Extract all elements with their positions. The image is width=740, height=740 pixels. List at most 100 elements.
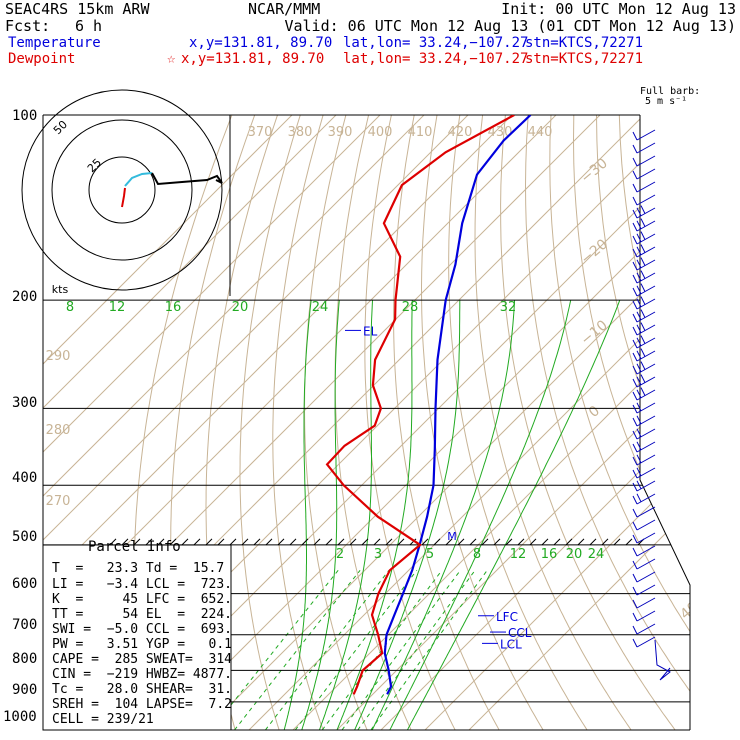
wind-barb bbox=[636, 155, 656, 167]
dewpoint-profile bbox=[325, 115, 515, 695]
wind-barb-flag bbox=[640, 335, 646, 344]
mixing-ratio-label: 20 bbox=[566, 547, 583, 562]
hatch-mark bbox=[601, 538, 609, 546]
wind-barb-flag bbox=[636, 298, 642, 308]
wind-barb bbox=[636, 129, 656, 141]
hatch-mark bbox=[109, 538, 117, 546]
wind-barb-flag bbox=[632, 573, 638, 583]
parcel-info-title: Parcel Info bbox=[88, 539, 181, 555]
wind-barb-flag bbox=[632, 456, 638, 466]
wind-barb-flag bbox=[636, 467, 642, 477]
wind-barb-flag bbox=[632, 248, 638, 258]
temperature-legend-label: Temperature bbox=[8, 35, 101, 51]
hatch-mark bbox=[157, 538, 165, 546]
wind-barb-flag bbox=[632, 326, 638, 336]
hatch-mark bbox=[277, 538, 285, 546]
theta-label: 410 bbox=[408, 125, 433, 140]
wind-barb bbox=[636, 389, 656, 401]
wind-barb-flag bbox=[640, 283, 646, 292]
hodograph-units-label: kts bbox=[52, 283, 69, 296]
barb-legend-units: 5 m s⁻¹ bbox=[645, 96, 688, 107]
parcel-info-row: CELL = 239/21 bbox=[52, 712, 154, 727]
wind-barb-flag bbox=[636, 402, 642, 412]
wind-barb-flag bbox=[632, 261, 638, 271]
parcel-info-row: SREH = 104 LAPSE= 7.2 bbox=[52, 697, 233, 712]
mixing-ratio-line bbox=[341, 569, 461, 730]
wind-barb-flag bbox=[632, 235, 638, 245]
wind-barb-flag bbox=[636, 415, 642, 425]
wind-barb-flag bbox=[640, 348, 646, 357]
hatch-mark bbox=[121, 538, 129, 546]
hatch-mark bbox=[541, 538, 549, 546]
wind-barb-flag bbox=[640, 257, 646, 266]
wind-barb-flag bbox=[632, 417, 638, 427]
mixing-ratio-line bbox=[357, 569, 476, 730]
hodograph-trace-upper bbox=[151, 172, 223, 186]
wind-barb-flag bbox=[640, 244, 646, 253]
dewpoint-legend-label: Dewpoint bbox=[8, 51, 76, 67]
hodograph-ring bbox=[88, 156, 156, 224]
dry-adiabat bbox=[549, 115, 690, 730]
wind-barb-flag bbox=[632, 638, 638, 648]
dewpoint-station: stn=KTCS,72271 bbox=[525, 51, 644, 67]
pressure-label-200: 200 bbox=[12, 289, 38, 305]
hatch-mark bbox=[373, 538, 381, 546]
hatch-mark bbox=[433, 538, 441, 546]
dewpoint-star-icon: ☆ bbox=[167, 51, 176, 67]
hatch-mark bbox=[625, 538, 633, 546]
wind-barb-flag bbox=[632, 391, 638, 401]
dry-adiabat bbox=[448, 115, 597, 730]
wind-barb bbox=[636, 376, 656, 388]
wind-barb bbox=[636, 636, 656, 648]
plot-frame bbox=[42, 115, 691, 731]
wind-barb-flag bbox=[636, 259, 642, 269]
wind-barb bbox=[636, 337, 656, 349]
wind-barb-flag bbox=[632, 508, 638, 518]
hatch-mark bbox=[493, 538, 501, 546]
hatch-mark bbox=[577, 538, 585, 546]
temperature-latlon: lat,lon= 33.24,−107.27 bbox=[343, 35, 529, 51]
parcel-info-row: CIN = −219 HWBZ= 4877. bbox=[52, 667, 233, 682]
hatch-mark bbox=[289, 538, 297, 546]
hatch-mark bbox=[565, 538, 573, 546]
wind-barb-flag bbox=[632, 443, 638, 453]
wind-barb-flag bbox=[632, 404, 638, 414]
wind-barb bbox=[636, 610, 656, 622]
hatch-mark bbox=[589, 538, 597, 546]
mixing-ratio-label: 8 bbox=[473, 547, 481, 562]
wind-barb-flag bbox=[636, 207, 642, 217]
parcel-info-row: TT = 54 EL = 224. bbox=[52, 607, 233, 622]
barb-legend-title: Full barb: bbox=[640, 86, 701, 97]
wind-barb bbox=[636, 623, 656, 635]
isotherm bbox=[43, 115, 435, 730]
hodograph-trace-low bbox=[121, 187, 126, 208]
hatch-mark bbox=[325, 538, 333, 546]
isotherm bbox=[43, 115, 567, 730]
hatch-mark bbox=[349, 538, 357, 546]
pressure-label-700: 700 bbox=[12, 617, 38, 633]
level-label-m: M bbox=[447, 530, 457, 543]
institution-label: NCAR/MMM bbox=[248, 0, 321, 18]
hodograph-ring bbox=[51, 119, 193, 261]
mixing-ratio-label: 5 bbox=[426, 547, 434, 562]
pressure-label-600: 600 bbox=[12, 576, 38, 592]
wind-barb bbox=[636, 493, 656, 505]
isotherm bbox=[184, 115, 690, 730]
mixing-ratio-label: 16 bbox=[541, 547, 558, 562]
mixing-ratio-label: 2 bbox=[336, 547, 344, 562]
wind-barb bbox=[636, 467, 656, 479]
wind-barb-flag bbox=[632, 586, 638, 596]
sounding-profiles bbox=[325, 115, 532, 695]
mixing-ratio-label: 12 bbox=[510, 547, 527, 562]
pressure-label-300: 300 bbox=[12, 395, 38, 411]
wind-barb-flag bbox=[632, 560, 638, 570]
hatch-mark bbox=[145, 538, 153, 546]
wind-barb bbox=[636, 571, 656, 583]
wind-barb-flag bbox=[636, 285, 642, 295]
hatch-mark bbox=[553, 538, 561, 546]
hatch-mark bbox=[469, 538, 477, 546]
isotherm bbox=[43, 115, 347, 730]
hatch-mark bbox=[613, 538, 621, 546]
dewpoint-xy: x,y=131.81, 89.70 bbox=[181, 51, 325, 67]
